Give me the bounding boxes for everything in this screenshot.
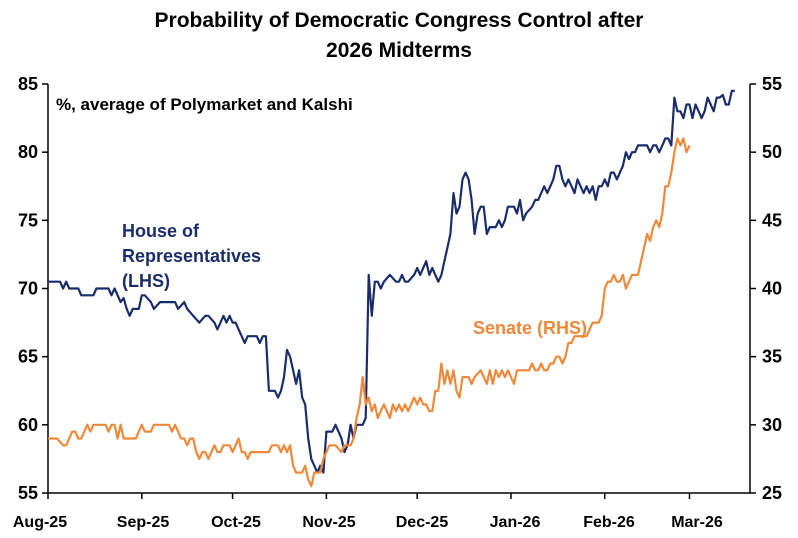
y-right-tick-label: 40 [762,279,782,299]
x-tick-label: Aug-25 [13,514,67,531]
plot-area: 55 60 65 70 75 80 85 25 30 35 40 45 50 55 Aug-25 Sep-25… [13,74,782,531]
x-tick-label: Sep-25 [117,514,170,531]
y-right-tick-label: 45 [762,210,782,230]
house-series-line [48,89,735,474]
x-tick-label: Feb-26 [583,514,635,531]
y-left-tick-label: 65 [18,347,38,367]
y-right-tick-label: 35 [762,347,782,367]
y-right-tick-label: 25 [762,483,782,503]
chart-title: Probability of Democratic Congress Contr… [0,6,798,66]
y-left-tick-label: 85 [18,74,38,94]
chart-title-line-1: Probability of Democratic Congress Contr… [154,9,644,32]
y-right-tick-label: 30 [762,415,782,435]
y-left-tick-label: 75 [18,210,38,230]
x-tick-label: Oct-25 [211,514,261,531]
y-left-tick-label: 70 [18,279,38,299]
x-tick-label: Jan-26 [490,514,541,531]
y-left-tick-label: 55 [18,483,38,503]
y-left-tick-label: 80 [18,142,38,162]
x-tick-label: Dec-25 [396,514,449,531]
chart-title-line-2: 2026 Midterms [326,39,472,62]
x-tick-label: Mar-26 [671,514,723,531]
senate-series-label: Senate (RHS) [473,318,587,338]
chart-subtitle: %, average of Polymarket and Kalshi [56,95,353,114]
senate-series-line [48,137,691,488]
house-series-label: Representatives [122,246,261,266]
house-series-label: (LHS) [122,271,170,291]
y-left-tick-label: 60 [18,415,38,435]
house-series-label: House of [122,221,200,241]
x-tick-label: Nov-25 [302,514,355,531]
y-right-tick-label: 50 [762,142,782,162]
y-right-tick-label: 55 [762,74,782,94]
